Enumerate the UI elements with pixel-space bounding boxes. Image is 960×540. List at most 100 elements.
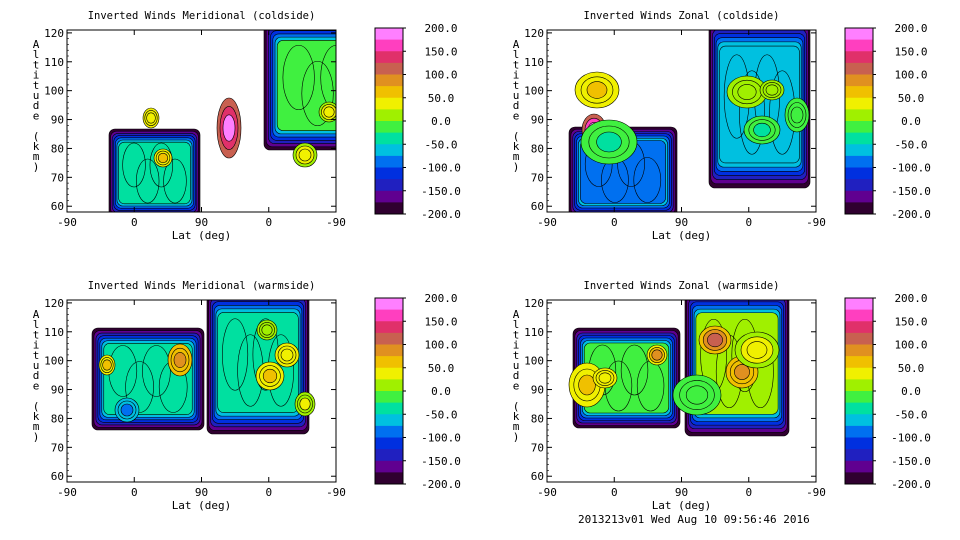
y-tick-label: 100 (524, 355, 544, 368)
x-tick-label: 0 (745, 486, 752, 499)
colorbar-band (375, 298, 403, 311)
y-axis-label-char: e (33, 379, 40, 392)
y-axis-label-char: i (33, 69, 40, 82)
colorbar-band (845, 167, 873, 180)
colorbar-tick-label: 200.0 (424, 292, 457, 305)
y-axis-label-char: A (513, 38, 520, 51)
y-axis-label-char: ( (33, 400, 40, 413)
contour-blob (753, 122, 771, 138)
colorbar-tick-label: 50.0 (428, 362, 455, 375)
contour-blob (734, 364, 750, 380)
contour-line (340, 61, 372, 126)
colorbar-band (845, 472, 873, 485)
y-axis-label-char: u (33, 89, 40, 102)
colorbar-band (375, 332, 403, 345)
contour-blob (765, 84, 779, 96)
contour-blob (102, 359, 112, 371)
contour-blob (146, 112, 156, 124)
colorbar-band (375, 167, 403, 180)
colorbar-band (375, 367, 403, 380)
colorbar-band (375, 321, 403, 334)
y-axis-label-char: m (513, 420, 520, 433)
colorbar-band (375, 190, 403, 203)
colorbar-tick-label: -200.0 (891, 478, 931, 491)
y-axis-label-char: t (33, 58, 40, 71)
y-axis-label-char: k (513, 410, 520, 423)
contour-blob (685, 385, 709, 405)
colorbar-tick-label: 200.0 (894, 292, 927, 305)
y-tick-label: 90 (531, 384, 544, 397)
colorbar-tick-label: -100.0 (891, 162, 931, 175)
x-tick-label: 90 (675, 216, 688, 229)
colorbar-band (375, 97, 403, 110)
footer-timestamp: 2013213v01 Wed Aug 10 09:56:46 2016 (578, 513, 810, 526)
colorbar-tick-label: -150.0 (421, 185, 461, 198)
y-axis-label-char: ) (513, 160, 520, 173)
contour-blob (298, 148, 312, 162)
colorbar-band (375, 472, 403, 485)
colorbar-band (845, 356, 873, 369)
contour-field (568, 300, 790, 437)
y-axis-label-char: l (33, 48, 40, 61)
chart-title: Inverted Winds Zonal (warmside) (584, 280, 780, 292)
contour-line (149, 142, 173, 188)
colorbar-band (375, 402, 403, 415)
colorbar-band (375, 155, 403, 168)
y-tick-label: 80 (531, 142, 544, 155)
colorbar-tick-label: -50.0 (424, 138, 457, 151)
colorbar-band (375, 379, 403, 392)
colorbar-band (845, 332, 873, 345)
colorbar-band (845, 202, 873, 215)
colorbar-band (375, 121, 403, 134)
y-tick-label: 80 (51, 142, 64, 155)
y-axis-label-char: l (513, 48, 520, 61)
x-tick-label: -90 (57, 486, 77, 499)
contour-blob (578, 374, 596, 396)
contour-field (108, 23, 372, 212)
colorbar-band (845, 298, 873, 311)
y-axis-label-char: m (33, 150, 40, 163)
colorbar-band (845, 379, 873, 392)
y-tick-label: 70 (531, 441, 544, 454)
colorbar-band (375, 109, 403, 122)
y-axis-label-char: t (33, 349, 40, 362)
contour-line (282, 44, 315, 111)
y-axis-label-char: u (33, 359, 40, 372)
colorbar-band (375, 309, 403, 322)
colorbar-band (845, 402, 873, 415)
colorbar-band (845, 51, 873, 64)
x-axis-label: Lat (deg) (172, 499, 232, 512)
contour-blob (345, 23, 365, 55)
colorbar: 200.0 150.0 100.0 50.0 0.0 -50.0 -100.0 -150.0 -… (374, 22, 461, 221)
colorbar: 200.0 150.0 100.0 50.0 0.0 -50.0 -100.0 -150.0 -… (374, 292, 461, 491)
contour-blob (262, 368, 278, 384)
colorbar-tick-label: 0.0 (431, 385, 451, 398)
y-tick-label: 100 (44, 85, 64, 98)
colorbar-band (375, 51, 403, 64)
colorbar-tick-label: -200.0 (421, 208, 461, 221)
contour-blob (737, 84, 757, 100)
colorbar-band (845, 121, 873, 134)
contour-blob (586, 81, 608, 99)
colorbar-tick-label: -100.0 (421, 162, 461, 175)
chart-panel-4: Inverted Winds Zonal (warmside) 60 70 80 90 1… (513, 280, 931, 512)
y-tick-label: 60 (51, 200, 64, 213)
contour-line (142, 345, 171, 397)
colorbar: 200.0 150.0 100.0 50.0 0.0 -50.0 -100.0 -150.0 -… (844, 22, 931, 221)
colorbar-tick-label: 0.0 (901, 385, 921, 398)
x-tick-label: 90 (675, 486, 688, 499)
x-tick-label: 0 (131, 486, 138, 499)
colorbar-band (375, 28, 403, 41)
colorbar-tick-label: 150.0 (894, 315, 927, 328)
x-tick-label: 0 (611, 216, 618, 229)
x-tick-label: 0 (265, 486, 272, 499)
colorbar-band (845, 132, 873, 145)
y-axis-label-char: i (513, 69, 520, 82)
contour-blob (222, 114, 236, 142)
y-tick-label: 70 (51, 441, 64, 454)
colorbar-band (845, 109, 873, 122)
colorbar-tick-label: -50.0 (894, 408, 927, 421)
contour-blob (323, 106, 335, 118)
colorbar-band (845, 449, 873, 462)
colorbar-band (845, 460, 873, 473)
